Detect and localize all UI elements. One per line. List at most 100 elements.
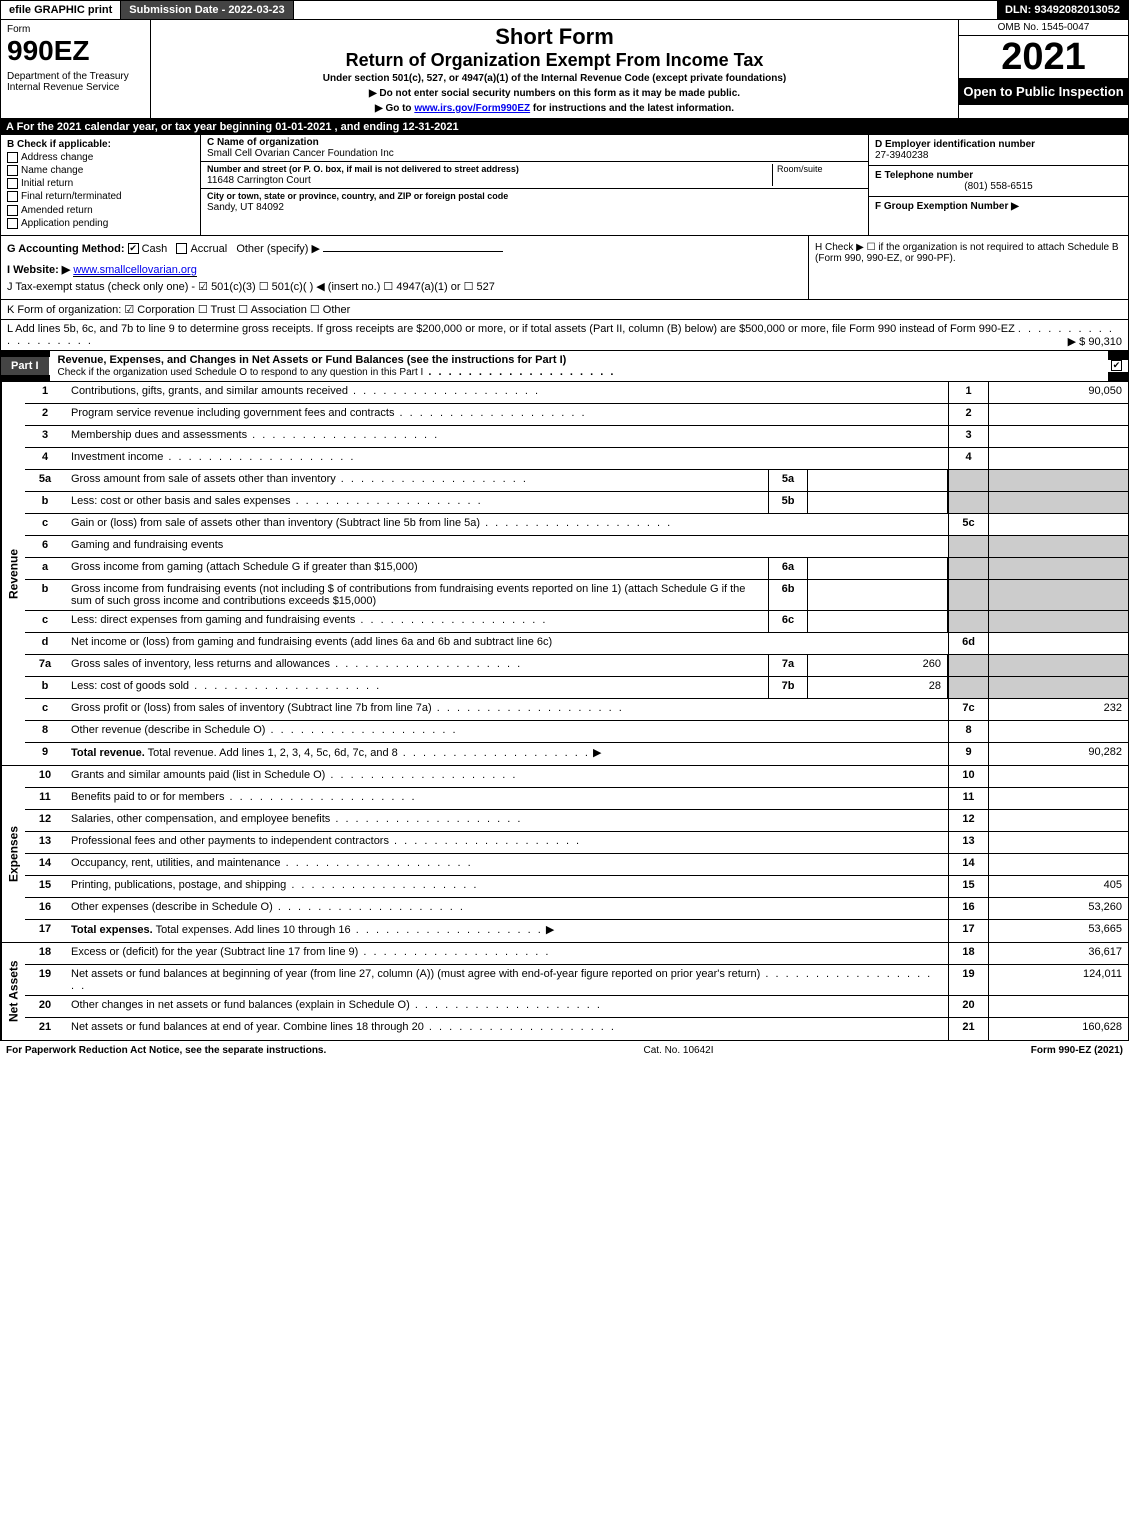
part1-title: Revenue, Expenses, and Changes in Net As… (50, 351, 1108, 381)
line5c-val (988, 514, 1128, 535)
chk-cash[interactable] (128, 243, 139, 254)
l-text: L Add lines 5b, 6c, and 7b to line 9 to … (7, 323, 1015, 335)
section-k: K Form of organization: ☑ Corporation ☐ … (0, 300, 1129, 320)
e-label: E Telephone number (875, 170, 973, 181)
city-label: City or town, state or province, country… (207, 191, 508, 201)
instr-2: ▶ Go to www.irs.gov/Form990EZ for instru… (159, 103, 950, 114)
tax-year: 2021 (959, 36, 1128, 78)
line10-val (988, 766, 1128, 787)
header-right: OMB No. 1545-0047 2021 Open to Public In… (958, 20, 1128, 118)
chk-address[interactable]: Address change (7, 152, 194, 163)
phone: (801) 558-6515 (875, 181, 1122, 192)
org-name: Small Cell Ovarian Cancer Foundation Inc (207, 148, 394, 159)
line6c-val (808, 611, 948, 632)
line3-val (988, 426, 1128, 447)
room-label: Room/suite (777, 164, 823, 174)
b-label: B Check if applicable: (7, 139, 194, 150)
chk-final[interactable]: Final return/terminated (7, 191, 194, 202)
chk-accrual[interactable] (176, 243, 187, 254)
part1-header: Part I Revenue, Expenses, and Changes in… (0, 351, 1129, 382)
section-g: G Accounting Method: Cash Accrual Other … (1, 236, 808, 299)
efile-label[interactable]: efile GRAPHIC print (1, 1, 121, 19)
top-bar: efile GRAPHIC print Submission Date - 20… (0, 0, 1129, 20)
form-subtitle: Under section 501(c), 527, or 4947(a)(1)… (159, 73, 950, 84)
instr-1: ▶ Do not enter social security numbers o… (159, 88, 950, 99)
chk-initial[interactable]: Initial return (7, 178, 194, 189)
dln: DLN: 93492082013052 (997, 1, 1128, 19)
line5a-val (808, 470, 948, 491)
form-label: Form (7, 24, 144, 35)
g-label: G Accounting Method: (7, 243, 125, 255)
line6b-val (808, 580, 948, 610)
gh-row: G Accounting Method: Cash Accrual Other … (0, 236, 1129, 300)
line6a-val (808, 558, 948, 579)
city: Sandy, UT 84092 (207, 202, 284, 213)
open-inspection: Open to Public Inspection (959, 78, 1128, 105)
section-h: H Check ▶ ☐ if the organization is not r… (808, 236, 1128, 299)
f-label: F Group Exemption Number ▶ (875, 201, 1019, 212)
section-b: B Check if applicable: Address change Na… (1, 135, 201, 235)
irs-link[interactable]: www.irs.gov/Form990EZ (414, 103, 530, 114)
street: 11648 Carrington Court (207, 175, 311, 186)
netassets-section: Net Assets 18Excess or (deficit) for the… (0, 943, 1129, 1041)
dept-label: Department of the Treasury Internal Reve… (7, 71, 144, 93)
header-left: Form 990EZ Department of the Treasury In… (1, 20, 151, 118)
org-name-row: C Name of organization Small Cell Ovaria… (201, 135, 868, 162)
d-label: D Employer identification number (875, 139, 1035, 150)
line7b-val: 28 (808, 677, 948, 698)
form-title: Return of Organization Exempt From Incom… (159, 50, 950, 71)
line7a-val: 260 (808, 655, 948, 676)
omb-number: OMB No. 1545-0047 (959, 20, 1128, 36)
line15-val: 405 (988, 876, 1128, 897)
line17-val: 53,665 (988, 920, 1128, 942)
line13-val (988, 832, 1128, 853)
phone-row: E Telephone number (801) 558-6515 (869, 166, 1128, 197)
ein-row: D Employer identification number 27-3940… (869, 135, 1128, 166)
line4-val (988, 448, 1128, 469)
section-a: A For the 2021 calendar year, or tax yea… (0, 119, 1129, 135)
line2-val (988, 404, 1128, 425)
section-def: D Employer identification number 27-3940… (868, 135, 1128, 235)
group-row: F Group Exemption Number ▶ (869, 197, 1128, 216)
street-label: Number and street (or P. O. box, if mail… (207, 164, 519, 174)
street-row: Number and street (or P. O. box, if mail… (201, 162, 868, 189)
line18-val: 36,617 (988, 943, 1128, 964)
form-number: 990EZ (7, 35, 144, 67)
revenue-label: Revenue (1, 382, 25, 765)
info-block: B Check if applicable: Address change Na… (0, 135, 1129, 236)
line20-val (988, 996, 1128, 1017)
line1-val: 90,050 (988, 382, 1128, 403)
form-header: Form 990EZ Department of the Treasury In… (0, 20, 1129, 119)
revenue-section: Revenue 1Contributions, gifts, grants, a… (0, 382, 1129, 766)
netassets-label: Net Assets (1, 943, 25, 1040)
footer-mid: Cat. No. 10642I (326, 1045, 1030, 1056)
website-link[interactable]: www.smallcellovarian.org (73, 264, 197, 277)
line6d-val (988, 633, 1128, 654)
ein: 27-3940238 (875, 150, 928, 161)
chk-name[interactable]: Name change (7, 165, 194, 176)
footer-right: Form 990-EZ (2021) (1031, 1045, 1123, 1056)
line16-val: 53,260 (988, 898, 1128, 919)
line19-val: 124,011 (988, 965, 1128, 995)
line9-val: 90,282 (988, 743, 1128, 765)
submission-date: Submission Date - 2022-03-23 (121, 1, 293, 19)
footer-left: For Paperwork Reduction Act Notice, see … (6, 1045, 326, 1056)
line11-val (988, 788, 1128, 809)
chk-pending[interactable]: Application pending (7, 218, 194, 229)
expenses-section: Expenses 10Grants and similar amounts pa… (0, 766, 1129, 943)
page-footer: For Paperwork Reduction Act Notice, see … (0, 1041, 1129, 1060)
header-mid: Short Form Return of Organization Exempt… (151, 20, 958, 118)
chk-amended[interactable]: Amended return (7, 205, 194, 216)
line7c-val: 232 (988, 699, 1128, 720)
line21-val: 160,628 (988, 1018, 1128, 1040)
short-form-label: Short Form (159, 24, 950, 50)
section-j: J Tax-exempt status (check only one) - ☑… (7, 280, 802, 293)
i-label: I Website: ▶ (7, 264, 70, 276)
line12-val (988, 810, 1128, 831)
part1-tab: Part I (1, 357, 50, 375)
city-row: City or town, state or province, country… (201, 189, 868, 215)
expenses-label: Expenses (1, 766, 25, 942)
line14-val (988, 854, 1128, 875)
part1-checkbox[interactable] (1108, 360, 1128, 372)
l-amount: ▶ $ 90,310 (1068, 335, 1122, 348)
